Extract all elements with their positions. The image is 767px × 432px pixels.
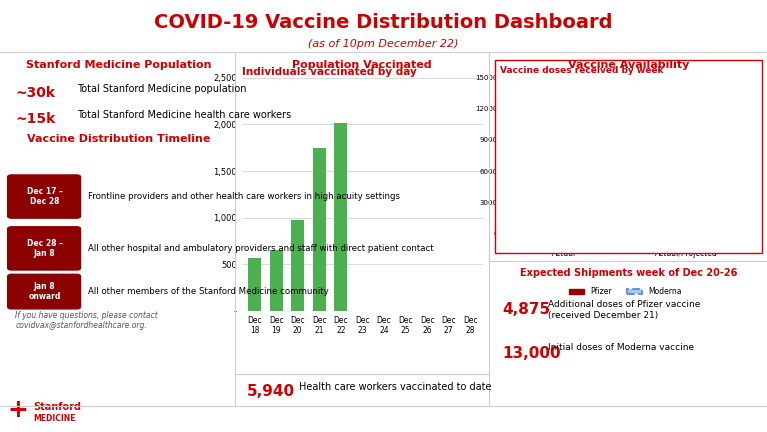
Text: Population Vaccinated: Population Vaccinated bbox=[292, 60, 432, 70]
Text: Vaccine doses received by week: Vaccine doses received by week bbox=[500, 66, 663, 75]
Text: Total Stanford Medicine health care workers: Total Stanford Medicine health care work… bbox=[77, 110, 291, 120]
Text: COVID-19 Vaccine Distribution Dashboard: COVID-19 Vaccine Distribution Dashboard bbox=[154, 13, 613, 32]
Text: All other hospital and ambulatory providers and staff with direct patient contac: All other hospital and ambulatory provid… bbox=[88, 244, 434, 253]
Text: Jan 8
onward: Jan 8 onward bbox=[28, 282, 61, 301]
Text: (as of 10pm December 22): (as of 10pm December 22) bbox=[308, 39, 459, 49]
Text: Health care workers vaccinated to date: Health care workers vaccinated to date bbox=[299, 382, 492, 392]
Text: Additional doses of Pfizer vaccine
(received December 21): Additional doses of Pfizer vaccine (rece… bbox=[548, 300, 701, 320]
Text: Stanford: Stanford bbox=[34, 401, 81, 412]
Bar bbox=[650, 183, 686, 233]
Text: Vaccine Distribution Timeline: Vaccine Distribution Timeline bbox=[27, 134, 211, 144]
Text: Stanford Medicine Population: Stanford Medicine Population bbox=[26, 60, 212, 70]
Text: Expected Shipments week of Dec 20-26: Expected Shipments week of Dec 20-26 bbox=[520, 268, 738, 278]
Bar bbox=[291, 219, 304, 311]
Bar bbox=[686, 98, 723, 233]
Text: Total Stanford Medicine population: Total Stanford Medicine population bbox=[77, 84, 246, 94]
Text: If you have questions, please contact
covidvax@stanfordhealthcare.org.: If you have questions, please contact co… bbox=[15, 311, 158, 330]
Text: ~30k: ~30k bbox=[15, 86, 55, 100]
Bar bbox=[527, 183, 564, 233]
Bar bbox=[334, 123, 347, 311]
Text: 13,000: 13,000 bbox=[502, 346, 561, 361]
Text: 4,875: 4,875 bbox=[502, 302, 551, 318]
Text: Frontline providers and other health care workers in high acuity settings: Frontline providers and other health car… bbox=[88, 192, 400, 201]
Text: Vaccine Availability: Vaccine Availability bbox=[568, 60, 690, 70]
Text: Dec 17 –
Dec 28: Dec 17 – Dec 28 bbox=[27, 187, 62, 206]
Text: All other members of the Stanford Medicine community: All other members of the Stanford Medici… bbox=[88, 287, 329, 296]
Text: ~15k: ~15k bbox=[15, 112, 55, 126]
Bar bbox=[313, 148, 326, 311]
Text: MEDICINE: MEDICINE bbox=[34, 414, 76, 422]
Bar bbox=[248, 258, 261, 311]
Legend: Pfizer, Moderna: Pfizer, Moderna bbox=[565, 284, 685, 299]
Text: +: + bbox=[8, 398, 28, 422]
Text: Dec 28 –
Jan 8: Dec 28 – Jan 8 bbox=[27, 239, 62, 258]
Bar bbox=[270, 251, 282, 311]
Text: 5,940: 5,940 bbox=[247, 384, 295, 399]
Text: Initial doses of Moderna vaccine: Initial doses of Moderna vaccine bbox=[548, 343, 695, 353]
Text: Individuals vaccinated by day: Individuals vaccinated by day bbox=[242, 67, 416, 77]
